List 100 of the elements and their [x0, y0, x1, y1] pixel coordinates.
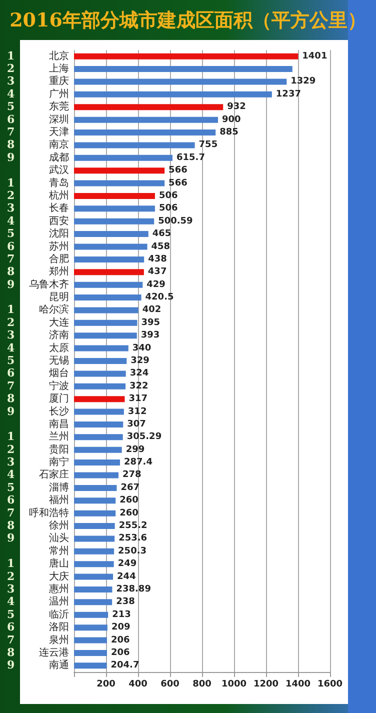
- bar: [74, 460, 120, 466]
- bar: [74, 586, 112, 592]
- x-tick-label: 1200: [253, 680, 279, 690]
- y-tick-label: 临沂: [49, 608, 69, 620]
- y-tick-label: 昆明: [49, 292, 69, 304]
- y-tick-label: 南通: [49, 659, 69, 672]
- bar: [74, 498, 116, 504]
- y-tick-label: 深圳: [49, 113, 69, 126]
- data-label: 438: [148, 254, 167, 264]
- bar: [74, 561, 114, 568]
- y-tick-label: 洛阳: [49, 621, 69, 634]
- bar: [74, 256, 144, 262]
- bar: [74, 446, 122, 453]
- text: 4: [7, 468, 15, 482]
- text: 2: [7, 316, 15, 329]
- bar: [74, 307, 138, 314]
- text: 8: [7, 519, 15, 532]
- bar: [74, 523, 115, 530]
- data-label: 506: [158, 204, 178, 214]
- bar: [74, 484, 117, 491]
- data-label: 260: [120, 496, 138, 506]
- text: 2: [7, 570, 15, 583]
- y-tick-label: 哈尔滨: [39, 304, 69, 316]
- y-tick-label: 合肥: [49, 252, 69, 265]
- data-label: 340: [132, 343, 152, 354]
- text: 3: [7, 456, 15, 469]
- data-label: 249: [118, 559, 137, 570]
- data-label: 238: [116, 597, 135, 608]
- y-tick-label: 太原: [49, 342, 69, 354]
- text: 6: [7, 620, 15, 634]
- x-tick-label: 1600: [317, 680, 343, 690]
- text: 3: [7, 74, 15, 88]
- text: 9: [7, 150, 15, 164]
- bar: [74, 345, 128, 352]
- text: 7: [7, 126, 15, 139]
- text: 8: [7, 265, 15, 278]
- data-label: 1237: [276, 89, 301, 100]
- bar: [74, 510, 116, 516]
- text: 9: [7, 658, 15, 672]
- bar: [74, 231, 148, 238]
- y-tick-label: 连云港: [39, 646, 69, 658]
- y-tick-label: 长沙: [49, 405, 69, 418]
- y-tick-label: 广州: [49, 88, 69, 100]
- data-label: 615.7: [176, 152, 205, 163]
- y-tick-label: 南宁: [49, 456, 69, 468]
- y-tick-label: 惠州: [48, 582, 69, 595]
- y-tick-label: 天津: [49, 126, 69, 138]
- bar: [74, 574, 114, 580]
- data-label: 1329: [290, 76, 316, 87]
- bar: [74, 294, 142, 301]
- bar: [74, 192, 155, 199]
- y-tick-label: 厦门: [49, 392, 69, 405]
- x-tick-label: 400: [128, 680, 148, 690]
- bar: [74, 408, 124, 415]
- text: 5: [7, 227, 15, 240]
- y-tick-label: 沈阳: [49, 228, 69, 240]
- bar: [74, 244, 148, 250]
- data-label: 204.7: [110, 660, 140, 671]
- bar: [74, 104, 224, 110]
- data-label: 329: [130, 356, 150, 366]
- bar: [74, 142, 195, 148]
- bar: [74, 612, 108, 618]
- text: 2: [7, 62, 15, 76]
- data-label: 278: [122, 470, 142, 480]
- text: 7: [7, 633, 15, 646]
- chart-title: 2016年部分城市建成区面积（平方公里）: [10, 10, 366, 32]
- data-label: 305.29: [126, 432, 162, 442]
- text: 7: [7, 252, 15, 266]
- bar: [74, 662, 107, 669]
- y-tick-label: 西安: [49, 214, 69, 227]
- text: 1: [7, 176, 15, 190]
- text: 6: [7, 494, 15, 507]
- y-tick-label: 北京: [49, 50, 69, 62]
- bar: [74, 396, 125, 402]
- data-label: 312: [128, 406, 147, 417]
- text: 6: [7, 240, 15, 253]
- data-label: 206: [110, 635, 130, 646]
- y-tick-label: 南京: [49, 138, 69, 151]
- data-label: 566: [168, 166, 188, 176]
- text: 6: [7, 112, 15, 126]
- text: 9: [7, 532, 15, 545]
- data-label: 287.4: [124, 458, 152, 468]
- x-tick-label: 600: [160, 680, 180, 690]
- data-label: 900: [222, 114, 241, 125]
- bar: [74, 91, 272, 98]
- text: 5: [7, 608, 15, 621]
- text: 4: [7, 595, 15, 608]
- bar: [74, 536, 115, 542]
- bar: [74, 599, 112, 606]
- text: 7: [7, 506, 15, 520]
- bar: [74, 358, 127, 364]
- x-tick-label: 800: [192, 680, 212, 690]
- data-label: 458: [151, 242, 170, 252]
- data-label: 238.89: [116, 584, 151, 594]
- y-tick-label: 青岛: [49, 176, 69, 189]
- data-label: 317: [128, 394, 148, 404]
- data-label: 250.3: [118, 546, 147, 556]
- bar: [74, 624, 108, 631]
- bar: [74, 218, 154, 224]
- text: 7: [7, 379, 15, 392]
